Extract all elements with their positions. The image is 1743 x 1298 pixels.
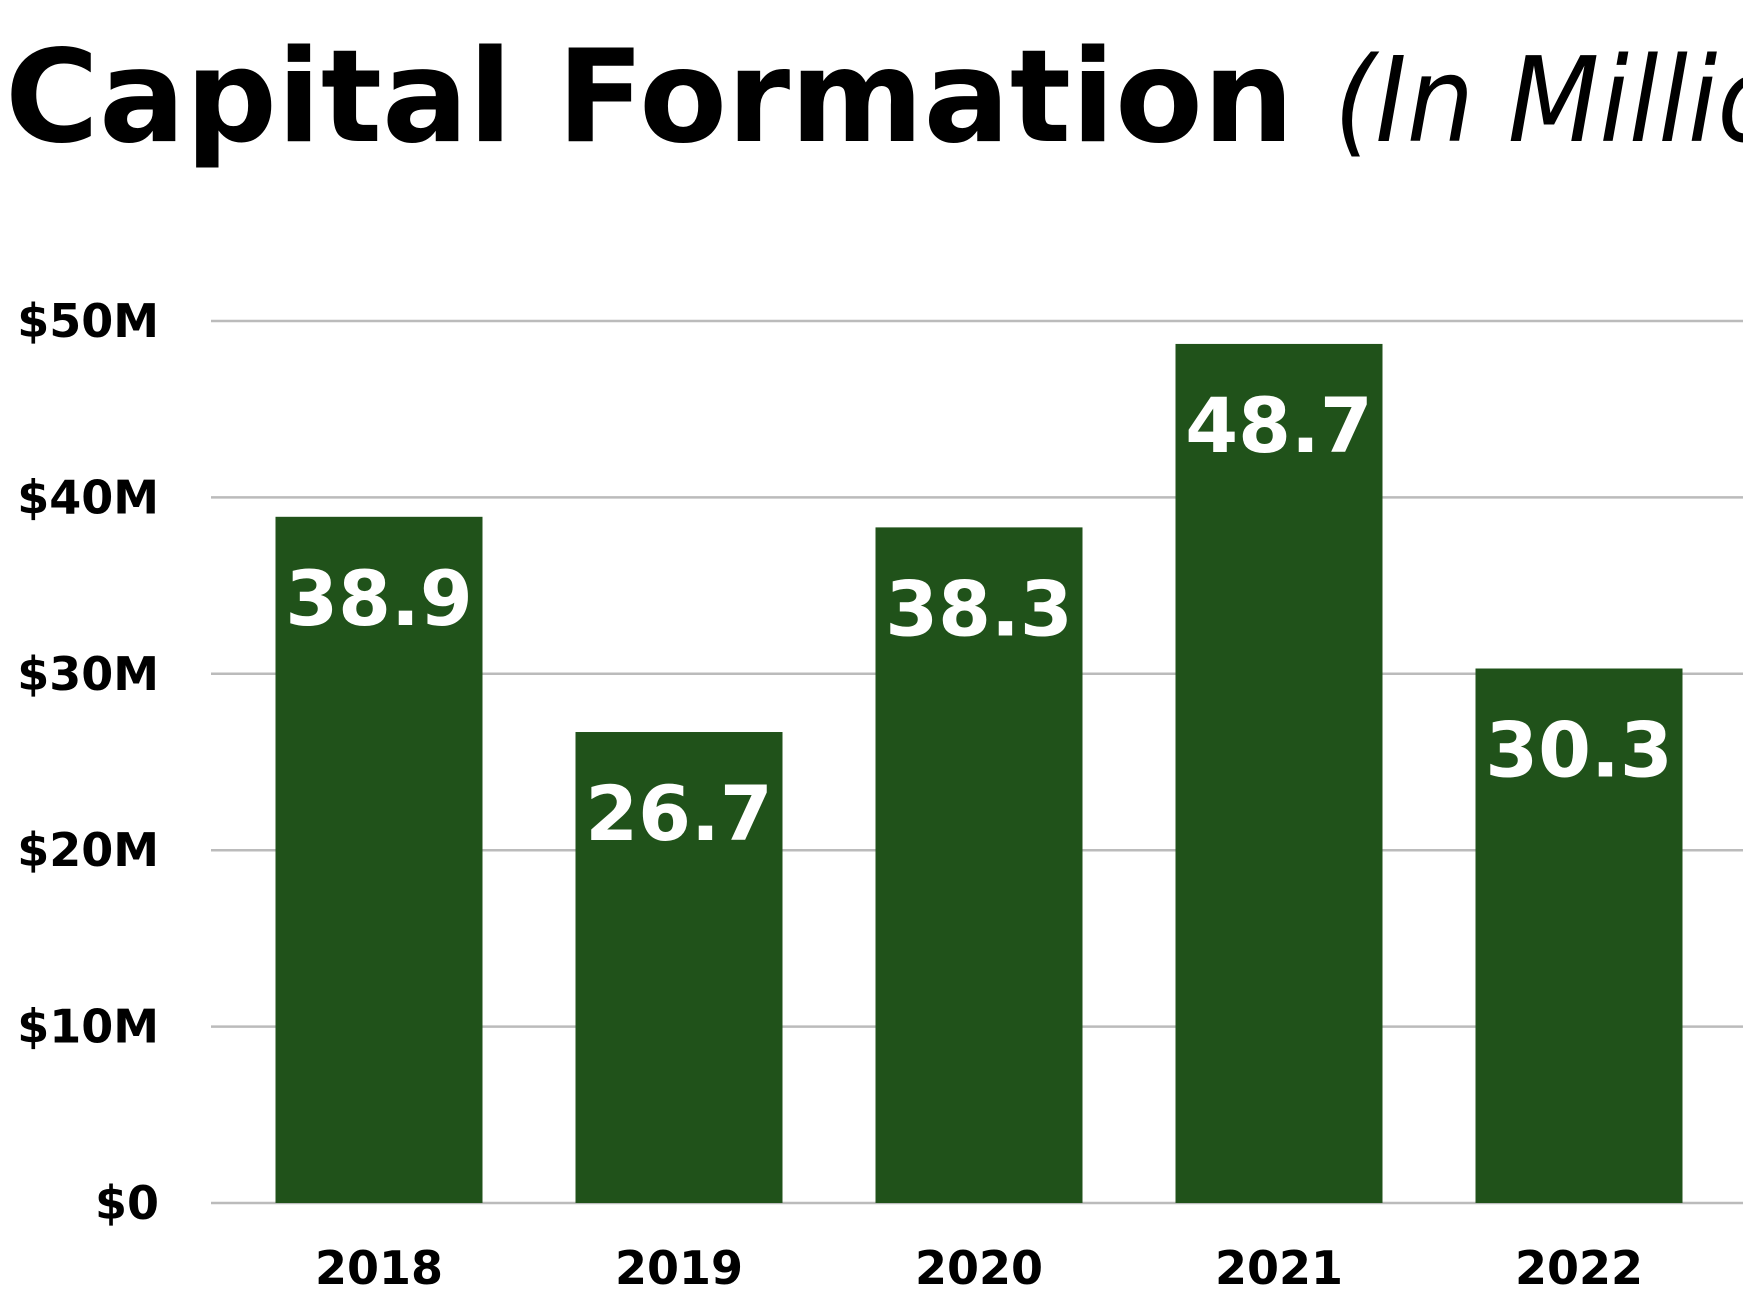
bar	[875, 527, 1083, 1203]
y-tick-label: $0	[95, 1176, 159, 1230]
x-tick-label: 2022	[1515, 1241, 1643, 1295]
value-label: 26.7	[585, 769, 773, 858]
value-label: 38.3	[885, 564, 1073, 653]
bar	[575, 732, 783, 1203]
y-tick-label: $40M	[17, 470, 159, 524]
chart-subtitle: (In Millions)	[1334, 31, 1743, 169]
x-tick-label: 2021	[1215, 1241, 1343, 1295]
value-label: 30.3	[1485, 706, 1673, 795]
value-label: 48.7	[1185, 381, 1373, 470]
bar	[275, 516, 483, 1203]
bar	[1475, 668, 1683, 1203]
x-tick-label: 2019	[615, 1241, 743, 1295]
bar	[1175, 343, 1383, 1203]
y-tick-label: $50M	[17, 294, 159, 348]
x-tick-label: 2020	[915, 1241, 1043, 1295]
y-tick-label: $20M	[17, 823, 159, 877]
x-tick-label: 2018	[315, 1241, 443, 1295]
y-tick-label: $30M	[17, 647, 159, 701]
chart-title: Capital Formation	[5, 23, 1294, 172]
y-tick-label: $10M	[17, 1000, 159, 1054]
value-label: 38.9	[285, 554, 473, 643]
